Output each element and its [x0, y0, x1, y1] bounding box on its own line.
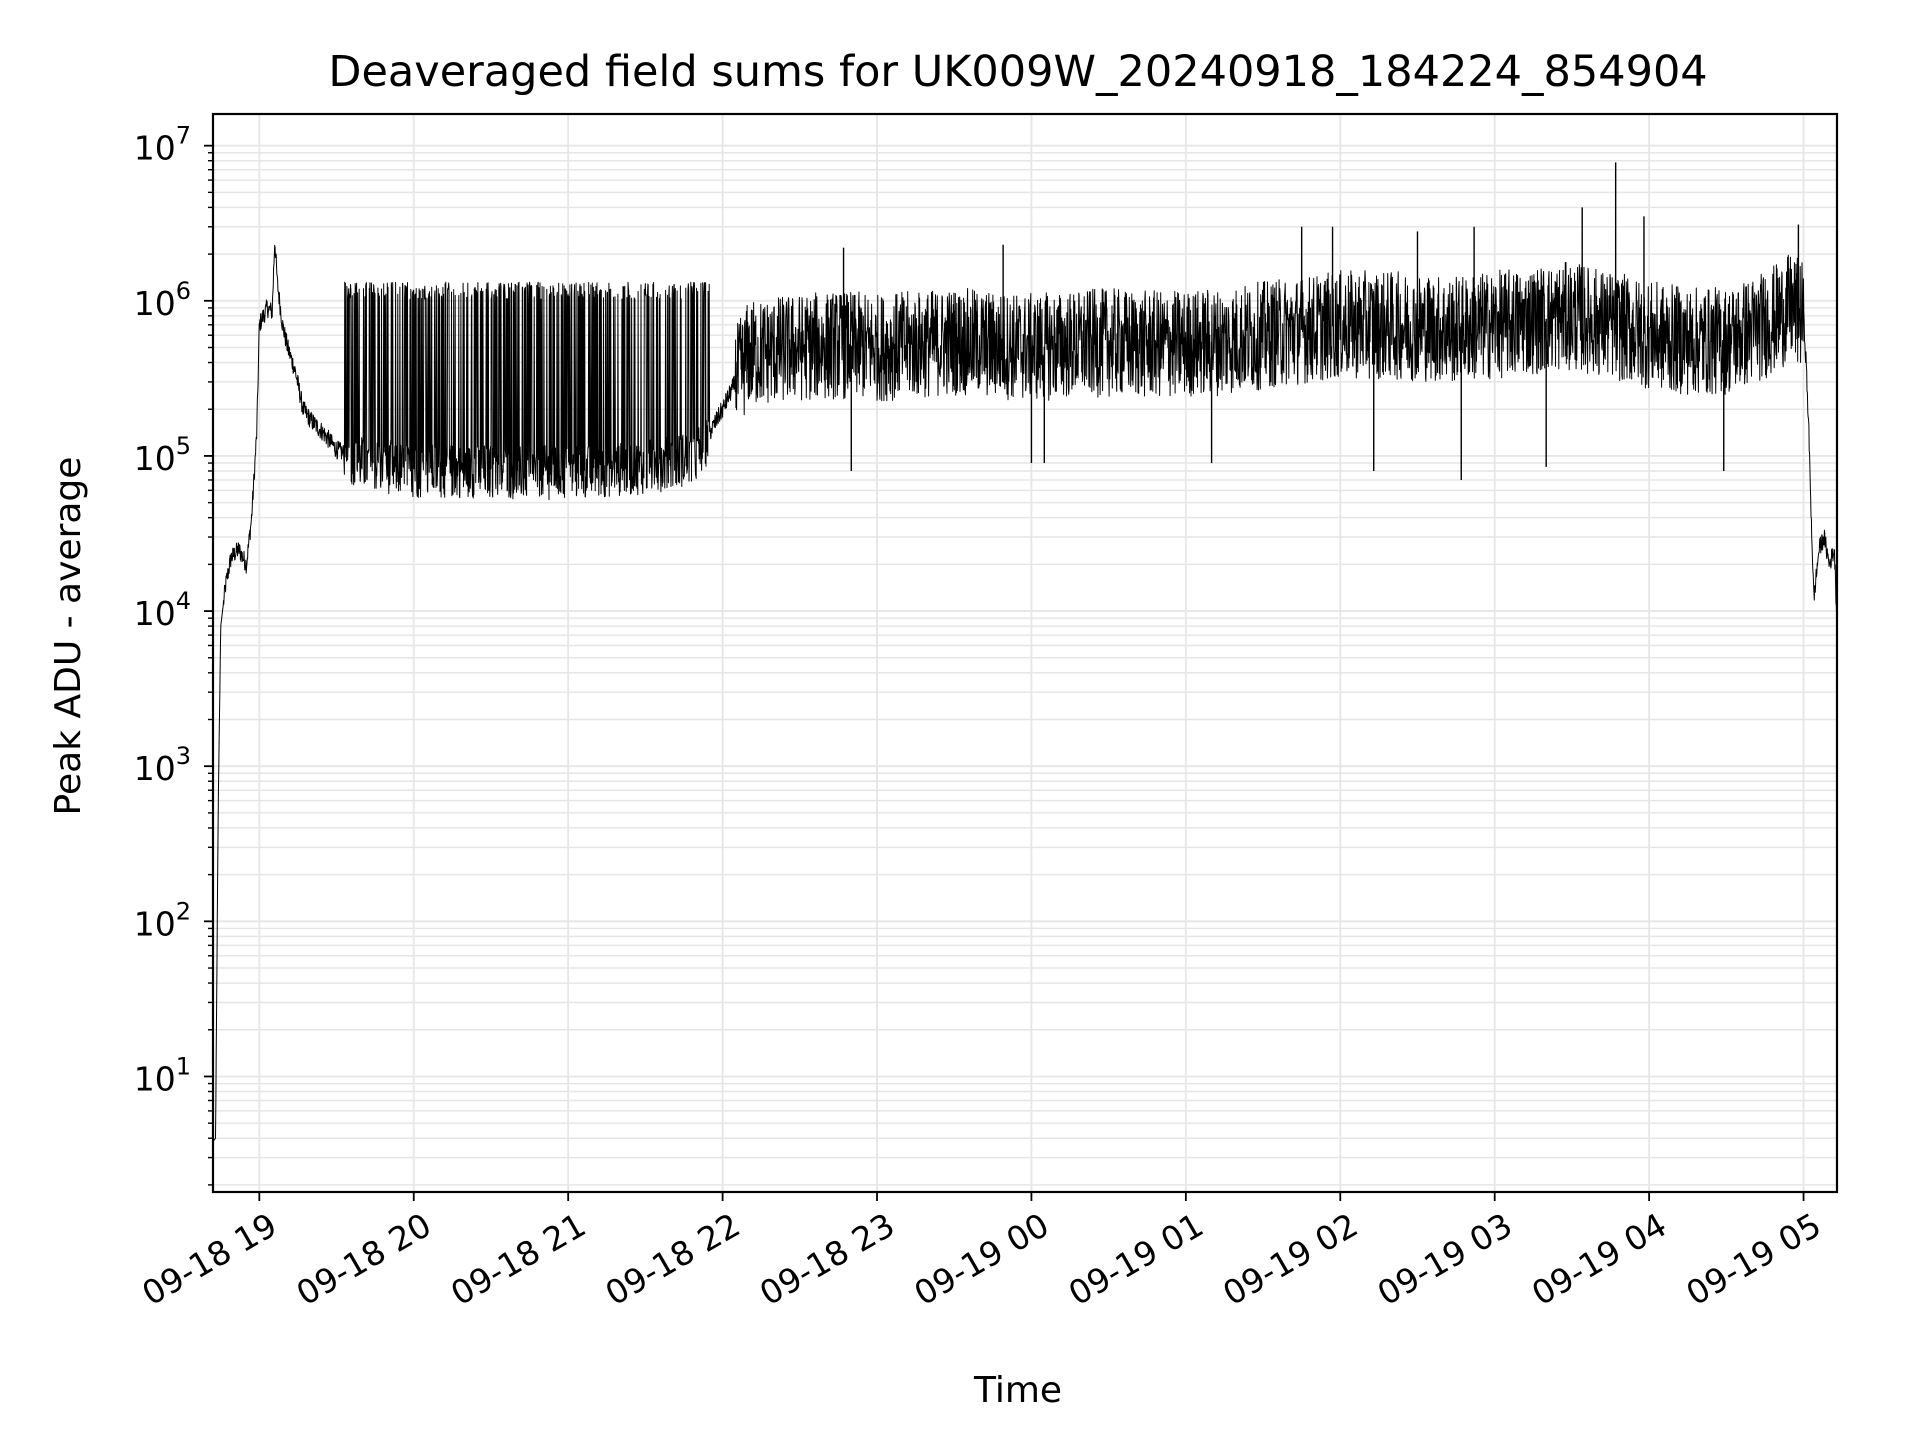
y-tick-label: 102 [134, 897, 191, 943]
y-tick-label: 101 [134, 1052, 191, 1098]
series-layer [212, 162, 1838, 1143]
chart-title: Deaveraged field sums for UK009W_2024091… [328, 47, 1707, 97]
series-line [212, 244, 1838, 1143]
plot-frame [211, 112, 1839, 1194]
y-tick-label: 104 [134, 587, 191, 633]
y-tick-label: 106 [134, 277, 191, 323]
y-tick-label: 103 [134, 742, 191, 788]
y-axis-ticks: 101 102 103 104 105 106 107 [134, 122, 213, 1186]
y-tick-label: 105 [134, 432, 191, 478]
y-axis-label: Peak ADU - average [48, 457, 89, 816]
x-axis-label: Time [973, 1370, 1062, 1411]
y-tick-label: 107 [134, 122, 191, 168]
